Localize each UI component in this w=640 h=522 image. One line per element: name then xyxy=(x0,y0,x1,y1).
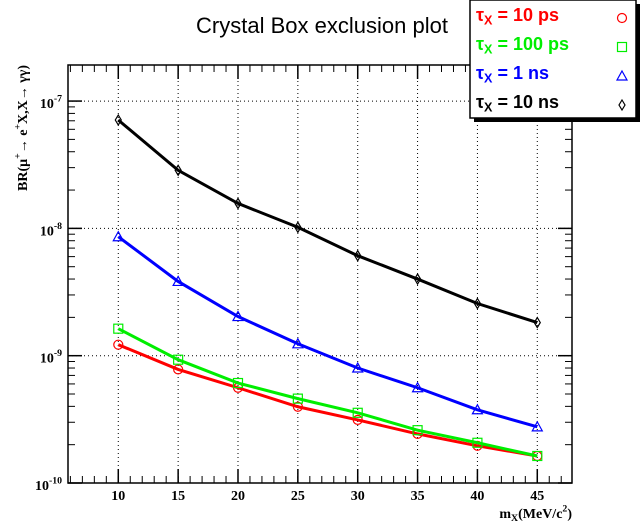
marker xyxy=(616,12,628,24)
x-tick-label: 35 xyxy=(411,489,425,504)
marker xyxy=(234,197,242,210)
text-part: 2 xyxy=(562,504,567,515)
y-tick-label: 10-8​ xyxy=(40,221,62,240)
text-part: = 100 ps xyxy=(492,34,569,54)
marker xyxy=(615,69,629,81)
marker xyxy=(532,450,543,462)
marker xyxy=(354,249,362,262)
text-part: + xyxy=(13,124,24,130)
y-tick-label: 10-7​ xyxy=(40,94,62,113)
marker xyxy=(351,361,364,373)
legend-label: τX​ = 100 ps xyxy=(476,34,569,57)
text-part: -8 xyxy=(54,221,62,232)
marker xyxy=(231,310,245,322)
text-part: (MeV/c xyxy=(518,507,562,522)
legend xyxy=(469,0,637,119)
text-part: ) xyxy=(567,507,572,522)
text-part: τ xyxy=(476,34,484,54)
text-part: X xyxy=(484,14,493,28)
y-tick-label: 10-10​ xyxy=(35,476,62,495)
marker xyxy=(412,425,423,436)
marker xyxy=(352,407,363,418)
text-part: m xyxy=(499,507,511,522)
text-part: -9 xyxy=(54,348,62,359)
marker xyxy=(113,323,124,334)
marker xyxy=(173,364,184,375)
x-tick-label: 15 xyxy=(171,489,185,504)
x-tick-label: 45 xyxy=(530,489,544,504)
text-part: X xyxy=(511,513,518,522)
text-part: = 1 ns xyxy=(492,63,549,83)
text-part: X xyxy=(484,43,493,57)
text-part: BR(μ xyxy=(16,159,31,191)
series-line xyxy=(117,118,538,325)
x-tick-label: 40 xyxy=(470,489,484,504)
marker xyxy=(292,393,303,404)
text-part: -10 xyxy=(49,476,62,487)
marker xyxy=(173,354,184,365)
marker xyxy=(471,403,484,415)
text-part: 10 xyxy=(40,97,54,112)
x-tick-label: 20 xyxy=(231,489,245,504)
marker xyxy=(473,297,482,310)
series-line xyxy=(117,235,538,429)
y-axis-label: BR(μ+​→ e+​X,X→ γγ) xyxy=(13,65,32,191)
series-line xyxy=(117,327,538,458)
legend-label: τX​ = 1 ns xyxy=(476,63,549,86)
x-tick-label: 30 xyxy=(351,489,365,504)
x-tick-label: 10 xyxy=(111,489,125,504)
marker xyxy=(411,381,424,393)
chart-title: Crystal Box exclusion plot xyxy=(196,13,448,38)
marker xyxy=(533,316,541,329)
marker xyxy=(112,230,125,242)
marker xyxy=(618,98,626,112)
y-tick-label: 10-9​ xyxy=(40,348,62,367)
text-part: -7 xyxy=(54,94,62,105)
x-axis-label: mX​(MeV/c2​) xyxy=(499,504,572,522)
legend-label: τX​ = 10 ns xyxy=(476,92,559,115)
text-part: → e xyxy=(16,130,31,154)
text-part: τ xyxy=(476,5,484,25)
marker xyxy=(113,339,124,350)
marker xyxy=(232,377,244,389)
text-part: X,X→ γγ) xyxy=(16,65,31,124)
text-part: 10 xyxy=(35,479,49,494)
text-part: = 10 ps xyxy=(492,5,559,25)
text-part: 10 xyxy=(40,352,54,367)
x-tick-label: 25 xyxy=(291,489,305,504)
marker xyxy=(352,414,363,426)
marker xyxy=(114,113,122,127)
text-part: 10 xyxy=(40,225,54,240)
legend-label: τX​ = 10 ps xyxy=(476,5,559,28)
marker xyxy=(172,275,185,287)
text-part: X xyxy=(484,101,493,115)
text-part: τ xyxy=(476,92,484,112)
marker xyxy=(294,221,302,234)
marker xyxy=(291,337,304,349)
text-part: + xyxy=(13,153,24,159)
text-part: = 10 ns xyxy=(492,92,559,112)
marker xyxy=(616,41,628,53)
text-part: X xyxy=(484,72,493,86)
text-part: τ xyxy=(476,63,484,83)
series-line xyxy=(117,343,538,458)
marker xyxy=(531,420,544,432)
marker xyxy=(472,437,483,448)
marker xyxy=(292,401,303,412)
marker xyxy=(174,164,182,177)
marker xyxy=(413,272,422,286)
